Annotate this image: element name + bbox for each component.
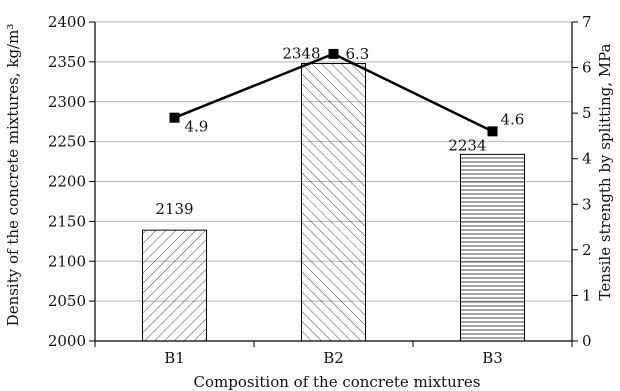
left-tick-label: 2350 (48, 53, 86, 71)
left-tick-label: 2150 (48, 212, 86, 230)
right-tick-label: 0 (582, 332, 592, 350)
right-tick-label: 2 (582, 241, 592, 259)
bar-B3 (460, 153, 525, 342)
left-tick-label: 2250 (48, 133, 86, 151)
right-tick-label: 7 (582, 13, 592, 31)
bar-B1 (142, 229, 207, 342)
left-tick-label: 2050 (48, 292, 86, 310)
line-marker (169, 112, 180, 123)
right-tick-label: 3 (582, 195, 592, 213)
right-tick-label: 4 (582, 150, 592, 168)
x-tick-label: B1 (164, 349, 185, 367)
line-marker (487, 126, 498, 137)
x-axis-ticks: B1 B2 B3 (94, 341, 573, 367)
left-tick-label: 2400 (48, 13, 86, 31)
right-tick-label: 5 (582, 104, 592, 122)
line-value-label: 4.6 (501, 110, 525, 128)
left-tick-label: 2100 (48, 252, 86, 270)
right-axis-title: Tensile strength by splitting, MPa (596, 43, 614, 300)
left-tick-label: 2300 (48, 93, 86, 111)
left-tick-label: 2000 (48, 332, 86, 350)
bar-value-label: 2348 (282, 44, 320, 62)
bar-value-label: 2139 (155, 200, 193, 218)
line-value-label: 4.9 (185, 118, 209, 136)
right-tick-label: 6 (582, 59, 592, 77)
bar-B2 (301, 62, 366, 342)
bar-series (142, 62, 525, 342)
x-axis-title: Composition of the concrete mixtures (194, 373, 481, 391)
x-tick-label: B3 (482, 349, 503, 367)
left-axis-title: Density of the concrete mixtures, kg/m³ (4, 24, 22, 327)
left-axis-ticks: 2000 2050 2100 2150 2200 2250 2300 2350 2400 (48, 13, 95, 350)
right-axis-ticks: 0 1 2 3 4 5 6 7 (572, 13, 592, 350)
data-labels: 2139 2348 2234 4.9 6.3 4.6 (155, 44, 524, 218)
line-marker (328, 48, 339, 59)
left-tick-label: 2200 (48, 173, 86, 191)
line-value-label: 6.3 (346, 45, 370, 63)
bar-value-label: 2234 (448, 136, 486, 154)
x-tick-label: B2 (323, 349, 344, 367)
line-series (169, 48, 498, 137)
right-tick-label: 1 (582, 286, 592, 304)
